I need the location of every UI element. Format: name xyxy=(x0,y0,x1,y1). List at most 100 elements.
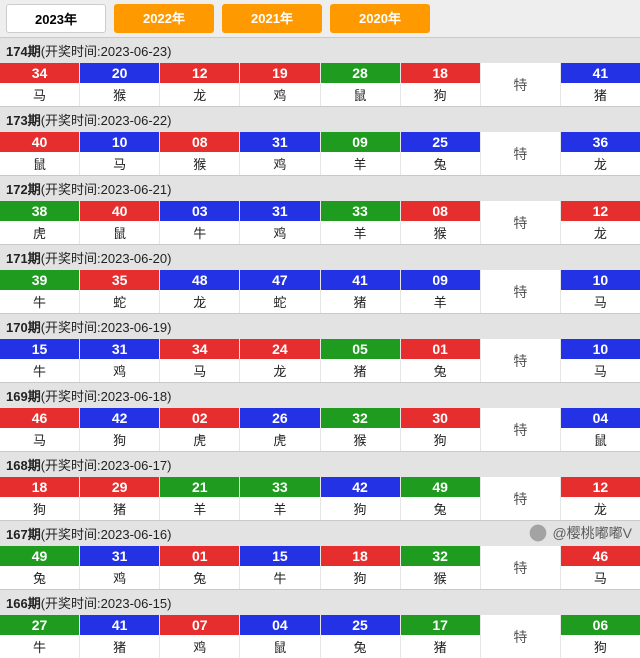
ball-zodiac: 猪 xyxy=(80,497,159,520)
ball-zodiac: 猴 xyxy=(160,152,239,175)
ball-number: 19 xyxy=(240,63,319,83)
ball-number: 18 xyxy=(321,546,400,566)
ball-zodiac: 牛 xyxy=(240,566,319,589)
ball-cell-4: 33羊 xyxy=(240,477,320,520)
ball-number: 04 xyxy=(240,615,319,635)
ball-cell-3: 12龙 xyxy=(160,63,240,106)
ball-cell-5: 09羊 xyxy=(321,132,401,175)
ball-zodiac: 狗 xyxy=(0,497,79,520)
ball-cell-4: 26虎 xyxy=(240,408,320,451)
special-label: 特 xyxy=(481,546,561,589)
ball-zodiac: 兔 xyxy=(401,359,480,382)
ball-number: 24 xyxy=(240,339,319,359)
ball-cell-2: 35蛇 xyxy=(80,270,160,313)
draw-170: 170期(开奖时间:2023-06-19)15牛31鸡34马24龙05猪01兔特… xyxy=(0,313,640,382)
year-tab-2021年[interactable]: 2021年 xyxy=(222,4,322,33)
draw-date: (开奖时间:2023-06-18) xyxy=(41,389,172,404)
ball-zodiac: 虎 xyxy=(0,221,79,244)
special-ball-number: 46 xyxy=(561,546,640,566)
special-ball-cell: 41猪 xyxy=(561,63,640,106)
ball-zodiac: 蛇 xyxy=(240,290,319,313)
ball-cell-3: 01兔 xyxy=(160,546,240,589)
draw-date: (开奖时间:2023-06-23) xyxy=(41,44,172,59)
issue-number: 172期 xyxy=(6,182,41,197)
ball-zodiac: 兔 xyxy=(0,566,79,589)
ball-zodiac: 兔 xyxy=(401,497,480,520)
ball-zodiac: 鼠 xyxy=(240,635,319,658)
ball-row: 27牛41猪07鸡04鼠25兔17猪特06狗 xyxy=(0,615,640,658)
ball-cell-2: 31鸡 xyxy=(80,546,160,589)
ball-zodiac: 狗 xyxy=(321,497,400,520)
draw-date: (开奖时间:2023-06-15) xyxy=(41,596,172,611)
ball-number: 41 xyxy=(80,615,159,635)
ball-number: 08 xyxy=(401,201,480,221)
ball-number: 27 xyxy=(0,615,79,635)
ball-zodiac: 羊 xyxy=(401,290,480,313)
ball-cell-6: 30狗 xyxy=(401,408,481,451)
ball-cell-5: 33羊 xyxy=(321,201,401,244)
ball-number: 29 xyxy=(80,477,159,497)
ball-zodiac: 牛 xyxy=(0,635,79,658)
year-tab-2023年[interactable]: 2023年 xyxy=(6,4,106,33)
ball-cell-1: 34马 xyxy=(0,63,80,106)
ball-number: 41 xyxy=(321,270,400,290)
ball-cell-5: 25兔 xyxy=(321,615,401,658)
ball-number: 34 xyxy=(0,63,79,83)
ball-zodiac: 猪 xyxy=(321,359,400,382)
ball-number: 15 xyxy=(240,546,319,566)
ball-row: 49兔31鸡01兔15牛18狗32猴特46马 xyxy=(0,546,640,589)
ball-cell-3: 07鸡 xyxy=(160,615,240,658)
special-ball-zodiac: 鼠 xyxy=(561,428,640,451)
special-ball-number: 06 xyxy=(561,615,640,635)
ball-cell-1: 39牛 xyxy=(0,270,80,313)
ball-zodiac: 兔 xyxy=(401,152,480,175)
ball-number: 20 xyxy=(80,63,159,83)
draws-container: 174期(开奖时间:2023-06-23)34马20猴12龙19鸡28鼠18狗特… xyxy=(0,37,640,658)
ball-number: 02 xyxy=(160,408,239,428)
ball-number: 31 xyxy=(80,546,159,566)
ball-zodiac: 龙 xyxy=(240,359,319,382)
special-ball-cell: 36龙 xyxy=(561,132,640,175)
draw-header: 169期(开奖时间:2023-06-18) xyxy=(0,383,640,408)
ball-cell-1: 38虎 xyxy=(0,201,80,244)
ball-number: 49 xyxy=(401,477,480,497)
ball-number: 33 xyxy=(321,201,400,221)
special-ball-zodiac: 马 xyxy=(561,566,640,589)
ball-zodiac: 羊 xyxy=(160,497,239,520)
ball-cell-1: 15牛 xyxy=(0,339,80,382)
ball-zodiac: 鼠 xyxy=(0,152,79,175)
draw-168: 168期(开奖时间:2023-06-17)18狗29猪21羊33羊42狗49兔特… xyxy=(0,451,640,520)
ball-cell-3: 48龙 xyxy=(160,270,240,313)
ball-number: 31 xyxy=(240,201,319,221)
ball-cell-2: 29猪 xyxy=(80,477,160,520)
draw-date: (开奖时间:2023-06-20) xyxy=(41,251,172,266)
ball-cell-2: 40鼠 xyxy=(80,201,160,244)
special-ball-zodiac: 龙 xyxy=(561,221,640,244)
special-ball-zodiac: 龙 xyxy=(561,152,640,175)
ball-zodiac: 羊 xyxy=(321,152,400,175)
special-ball-zodiac: 龙 xyxy=(561,497,640,520)
draw-header: 172期(开奖时间:2023-06-21) xyxy=(0,176,640,201)
ball-zodiac: 牛 xyxy=(160,221,239,244)
ball-zodiac: 鸡 xyxy=(240,83,319,106)
ball-cell-1: 18狗 xyxy=(0,477,80,520)
ball-number: 47 xyxy=(240,270,319,290)
draw-header: 173期(开奖时间:2023-06-22) xyxy=(0,107,640,132)
ball-number: 32 xyxy=(401,546,480,566)
ball-number: 09 xyxy=(401,270,480,290)
ball-number: 32 xyxy=(321,408,400,428)
year-tab-2022年[interactable]: 2022年 xyxy=(114,4,214,33)
special-ball-number: 41 xyxy=(561,63,640,83)
issue-number: 166期 xyxy=(6,596,41,611)
ball-zodiac: 马 xyxy=(80,152,159,175)
ball-zodiac: 猪 xyxy=(321,290,400,313)
ball-number: 01 xyxy=(160,546,239,566)
ball-number: 33 xyxy=(240,477,319,497)
draw-173: 173期(开奖时间:2023-06-22)40鼠10马08猴31鸡09羊25兔特… xyxy=(0,106,640,175)
special-ball-zodiac: 马 xyxy=(561,290,640,313)
special-ball-number: 12 xyxy=(561,201,640,221)
year-tab-2020年[interactable]: 2020年 xyxy=(330,4,430,33)
ball-zodiac: 猴 xyxy=(401,221,480,244)
ball-number: 08 xyxy=(160,132,239,152)
draw-header: 167期(开奖时间:2023-06-16) xyxy=(0,521,640,546)
